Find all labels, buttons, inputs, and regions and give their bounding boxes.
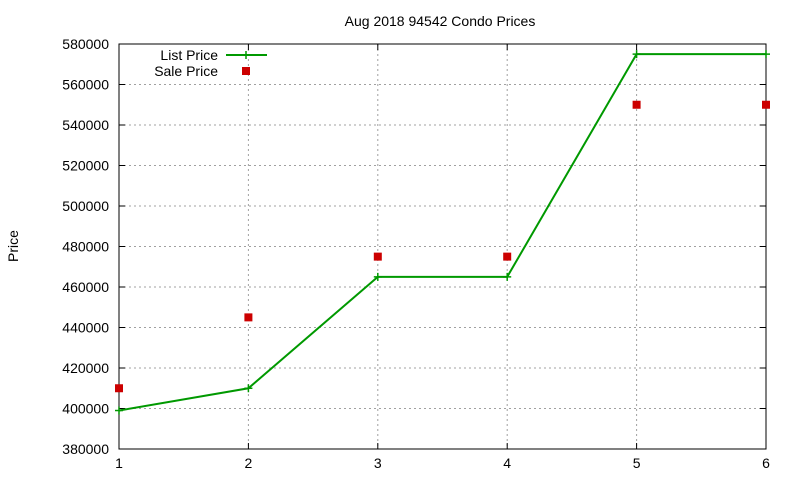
list-price-series [115,50,770,415]
legend-item-sale-price: Sale Price [154,63,250,79]
x-tick-label: 2 [245,455,253,471]
legend-label: Sale Price [154,63,218,79]
sale-price-point [632,100,641,109]
y-tick-label: 420000 [62,360,109,376]
sale-price-point [373,252,382,261]
y-tick-label: 480000 [62,239,109,255]
legend-marker [242,51,250,59]
axes [118,43,767,450]
list-price-point [503,272,512,281]
list-price-point [762,50,770,59]
sale-price-point [503,252,512,261]
y-tick-label: 520000 [62,158,109,174]
y-tick-label: 440000 [62,320,109,336]
y-tick-label: 560000 [62,77,109,93]
list-price-point [115,406,123,415]
legend-item-list-price: List Price [160,47,267,63]
y-axis-label: Price [5,230,21,262]
legend-marker [242,67,250,75]
series [115,50,770,415]
plot-border [118,43,767,450]
legend-label: List Price [160,47,218,63]
sale-price-point [244,313,253,322]
list-price-line [118,53,766,412]
x-tick-label: 5 [633,455,641,471]
y-tick-label: 500000 [62,198,109,214]
x-tick-label: 4 [503,455,511,471]
list-price-point [244,384,253,393]
x-tick-label: 3 [374,455,382,471]
sale-price-point [762,100,770,109]
y-tick-label: 460000 [62,279,109,295]
y-tick-label: 540000 [62,117,109,133]
tick-labels: 1 2 3 4 5 6 380000 400000 420000 440000 460000 4800… [62,36,770,471]
sale-price-point [115,384,123,393]
x-tick-label: 1 [115,455,123,471]
y-tick-label: 380000 [62,441,109,457]
y-tick-label: 580000 [62,36,109,52]
y-tick-label: 400000 [62,401,109,417]
list-price-point [632,50,641,59]
list-price-point [373,272,382,281]
x-tick-label: 6 [762,455,770,471]
sale-price-series [115,100,770,393]
grid-lines [119,44,766,449]
chart-title: Aug 2018 94542 Condo Prices [345,13,536,29]
